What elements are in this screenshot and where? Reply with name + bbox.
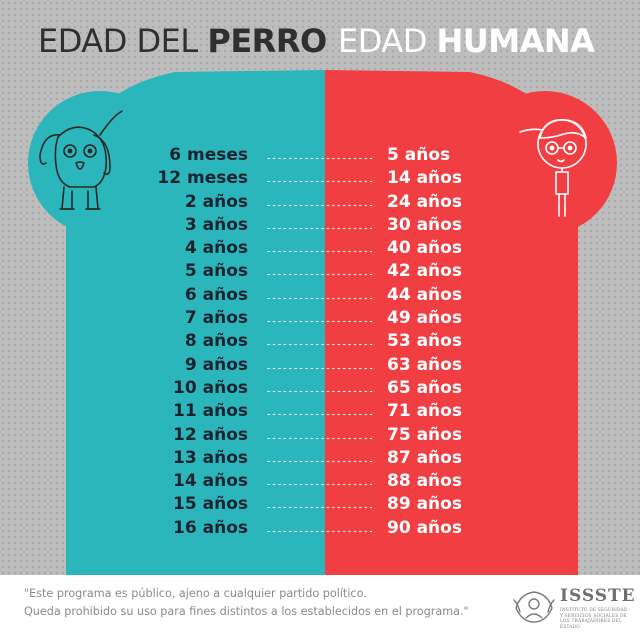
human-age-value: 90 años <box>387 517 462 538</box>
dog-age-value: 5 años <box>184 261 248 282</box>
dog-title-light: EDAD DEL <box>38 22 208 60</box>
human-age-value: 89 años <box>387 494 462 515</box>
dog-age-value: 2 años <box>184 191 248 212</box>
dotted-leader <box>266 273 374 277</box>
table-row: 6 años 44 años <box>0 285 640 308</box>
human-age-value: 65 años <box>387 377 462 398</box>
dotted-leader <box>266 483 374 487</box>
dog-age-value: 12 años <box>173 424 248 445</box>
person-icon <box>519 119 587 217</box>
logo-name: ISSSTE <box>560 586 636 606</box>
human-age-value: 30 años <box>387 214 462 235</box>
dotted-leader <box>266 157 374 160</box>
header: EDAD DEL PERRO EDAD HUMANA <box>0 0 640 70</box>
dog-age-title: EDAD DEL PERRO <box>38 22 327 60</box>
table-row: 11 años 71 años <box>0 401 640 424</box>
dog-face-icon <box>39 110 123 210</box>
dog-age-value: 4 años <box>184 238 248 259</box>
dotted-leader <box>266 506 374 510</box>
dotted-leader <box>266 366 374 370</box>
table-row: 8 años 53 años <box>0 331 640 354</box>
dog-age-value: 10 años <box>173 377 248 398</box>
human-title-bold: HUMANA <box>436 22 595 60</box>
table-row: 4 años 40 años <box>0 238 640 261</box>
dotted-leader <box>266 320 374 324</box>
table-row: 15 años 89 años <box>0 494 640 517</box>
table-row: 12 meses 14 años <box>0 168 640 191</box>
dotted-leader <box>266 389 374 393</box>
human-age-value: 75 años <box>387 424 462 445</box>
human-title-light: EDAD <box>338 22 437 60</box>
dog-age-value: 11 años <box>173 401 248 422</box>
table-row: 10 años 65 años <box>0 378 640 401</box>
table-row: 7 años 49 años <box>0 308 640 331</box>
dog-age-value: 9 años <box>184 354 248 375</box>
dog-age-value: 13 años <box>173 447 248 468</box>
table-row: 12 años 75 años <box>0 425 640 448</box>
age-table: 6 meses 5 años 12 meses 14 años 2 años 24 año… <box>0 145 640 541</box>
dog-age-value: 6 meses <box>169 145 248 165</box>
dog-age-value: 6 años <box>184 284 248 305</box>
dotted-leader <box>266 413 374 417</box>
dog-age-value: 14 años <box>173 471 248 492</box>
dotted-leader <box>266 226 374 230</box>
issste-logo: ISSSTE INSTITUTO DE SEGURIDAD Y SERVICIO… <box>510 584 635 630</box>
human-age-value: 40 años <box>387 238 462 259</box>
human-age-value: 5 años <box>387 145 451 165</box>
footer: "Este programa es público, ajeno a cualq… <box>0 575 640 640</box>
issste-emblem-icon <box>513 591 555 623</box>
human-age-value: 63 años <box>387 354 462 375</box>
footer-line-2: Queda prohibido su uso para fines distin… <box>24 605 469 618</box>
human-age-value: 88 años <box>387 471 462 492</box>
dog-age-value: 15 años <box>173 494 248 515</box>
footer-line-1: "Este programa es público, ajeno a cualq… <box>24 587 367 600</box>
dog-age-value: 8 años <box>184 331 248 352</box>
human-age-value: 53 años <box>387 331 462 352</box>
table-row: 5 años 42 años <box>0 261 640 284</box>
human-age-title: EDAD HUMANA <box>338 22 595 60</box>
human-age-value: 87 años <box>387 447 462 468</box>
dog-age-value: 16 años <box>173 517 248 538</box>
table-row: 6 meses 5 años <box>0 145 640 168</box>
table-row: 3 años 30 años <box>0 215 640 238</box>
dotted-leader <box>266 250 374 254</box>
dotted-leader <box>266 180 374 184</box>
dog-age-value: 12 meses <box>157 168 248 189</box>
dog-age-value: 3 años <box>184 214 248 235</box>
dotted-leader <box>266 436 374 440</box>
human-age-value: 44 años <box>387 284 462 305</box>
logo-subtitle: INSTITUTO DE SEGURIDAD Y SERVICIOS SOCIA… <box>560 608 628 630</box>
dotted-leader <box>266 529 374 533</box>
human-age-value: 71 años <box>387 401 462 422</box>
dotted-leader <box>266 296 374 300</box>
human-age-value: 24 años <box>387 191 462 212</box>
dotted-leader <box>266 343 374 347</box>
human-age-value: 42 años <box>387 261 462 282</box>
dog-title-bold: PERRO <box>207 22 327 60</box>
dog-age-value: 7 años <box>184 308 248 329</box>
human-age-value: 49 años <box>387 308 462 329</box>
table-row: 9 años 63 años <box>0 355 640 378</box>
dog-panel <box>28 70 325 575</box>
table-row: 14 años 88 años <box>0 471 640 494</box>
footer-disclaimer: "Este programa es público, ajeno a cualq… <box>24 585 469 621</box>
table-row: 13 años 87 años <box>0 448 640 471</box>
human-age-value: 14 años <box>387 168 462 189</box>
table-row: 16 años 90 años <box>0 518 640 541</box>
dotted-leader <box>266 459 374 463</box>
table-row: 2 años 24 años <box>0 192 640 215</box>
dotted-leader <box>266 203 374 207</box>
